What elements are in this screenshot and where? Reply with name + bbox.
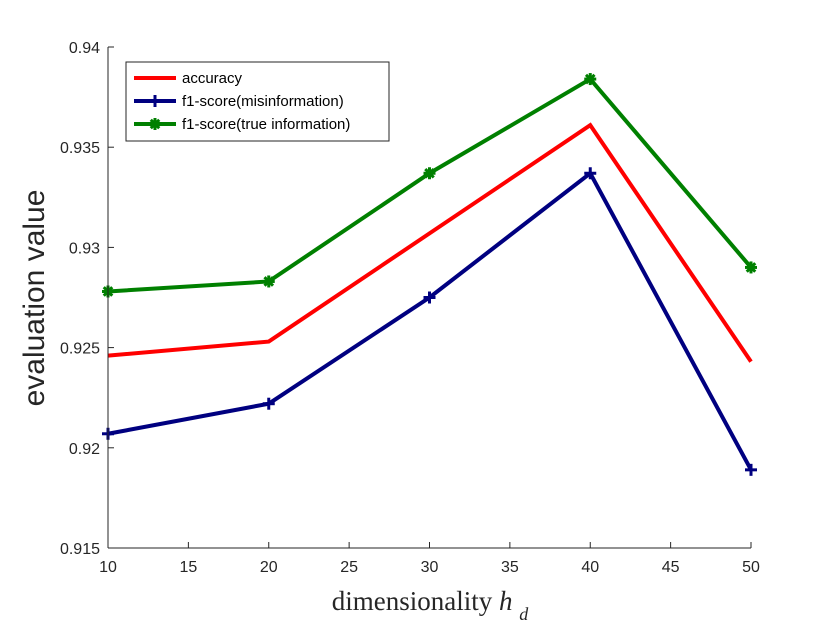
- x-tick-label: 15: [179, 559, 197, 576]
- data-point: [262, 275, 275, 288]
- x-tick-label: 30: [421, 559, 439, 576]
- y-tick-label: 0.92: [69, 441, 100, 458]
- x-axis-title-subscript: d: [519, 604, 529, 623]
- legend-marker: [149, 95, 161, 107]
- data-point: [745, 261, 757, 274]
- x-tick-label: 45: [662, 559, 680, 576]
- legend-label: f1-score(true information): [182, 116, 350, 133]
- x-tick-label: 40: [581, 559, 599, 576]
- y-tick-label: 0.93: [69, 240, 100, 257]
- x-tick-label: 10: [99, 559, 117, 576]
- legend-item: accuracy: [134, 70, 243, 87]
- x-tick-label: 20: [260, 559, 278, 576]
- legend-marker: [149, 118, 161, 130]
- data-point: [423, 291, 436, 304]
- data-point: [584, 73, 597, 86]
- y-tick-label: 0.925: [60, 341, 100, 358]
- legend-item: f1-score(misinformation): [134, 93, 344, 110]
- x-tick-label: 35: [501, 559, 519, 576]
- series-2: [102, 167, 757, 476]
- legend-label: f1-score(misinformation): [182, 93, 344, 110]
- x-axis-title-symbol: h: [499, 586, 513, 616]
- x-axis-title-label: dimensionality: [332, 586, 493, 616]
- data-point: [584, 167, 597, 180]
- x-tick-label: 25: [340, 559, 358, 576]
- x-axis-title: dimensionality h d: [332, 586, 529, 623]
- data-point: [423, 167, 436, 180]
- series-line: [107, 122, 753, 363]
- legend-item: f1-score(true information): [134, 116, 350, 133]
- legend-label: accuracy: [182, 70, 243, 87]
- y-tick-label: 0.94: [69, 40, 100, 57]
- data-point: [262, 397, 275, 410]
- y-axis-title: evaluation value: [18, 190, 51, 407]
- legend: accuracy f1-score(misinformation) f1-score…: [125, 61, 390, 142]
- x-tick-label: 50: [742, 559, 760, 576]
- series-1: [107, 122, 753, 363]
- data-point: [745, 463, 757, 476]
- ticks-layer: 10 15 20 25 30 35 40 45 50 0.915 0.92 0.925 0.93 0.93…: [60, 40, 760, 576]
- series-layer: [102, 73, 757, 476]
- y-tick-label: 0.935: [60, 140, 100, 157]
- y-tick-label: 0.915: [60, 541, 100, 558]
